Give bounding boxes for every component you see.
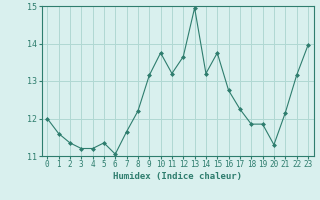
X-axis label: Humidex (Indice chaleur): Humidex (Indice chaleur) [113,172,242,181]
